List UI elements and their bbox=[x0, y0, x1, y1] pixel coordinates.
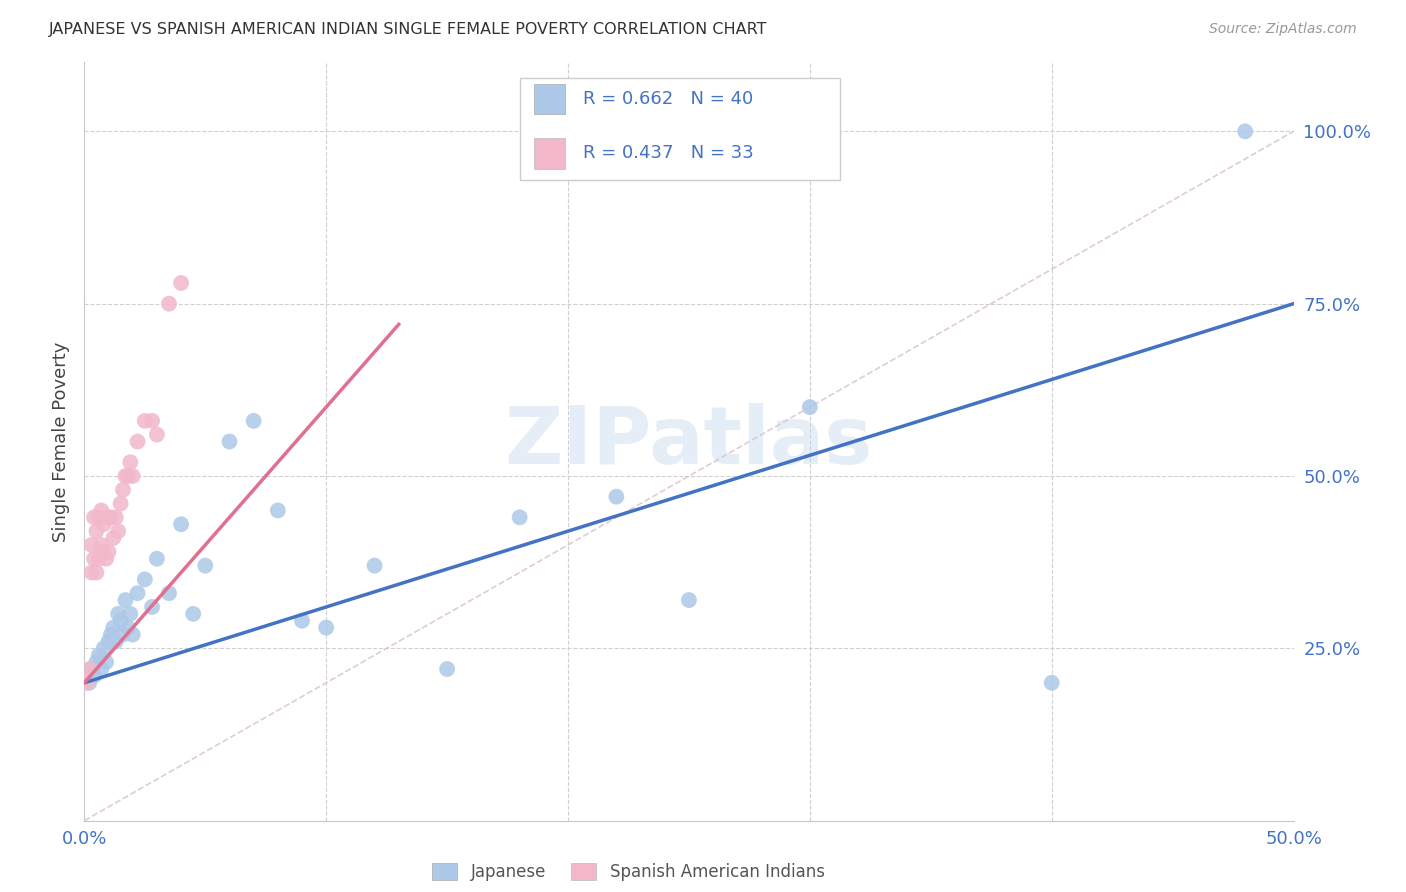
Point bbox=[87, 551, 110, 566]
Text: R = 0.437   N = 33: R = 0.437 N = 33 bbox=[583, 145, 754, 162]
Point bbox=[80, 538, 103, 552]
Point bbox=[678, 593, 700, 607]
Point bbox=[114, 593, 136, 607]
Point bbox=[799, 400, 821, 414]
Point bbox=[100, 510, 122, 524]
Point bbox=[1040, 675, 1063, 690]
Text: JAPANESE VS SPANISH AMERICAN INDIAN SINGLE FEMALE POVERTY CORRELATION CHART: JAPANESE VS SPANISH AMERICAN INDIAN SING… bbox=[49, 22, 768, 37]
Y-axis label: Single Female Poverty: Single Female Poverty bbox=[52, 342, 70, 541]
Point bbox=[86, 655, 108, 669]
FancyBboxPatch shape bbox=[520, 78, 841, 180]
Point bbox=[170, 276, 193, 290]
Text: R = 0.662   N = 40: R = 0.662 N = 40 bbox=[583, 90, 754, 108]
Text: ZIPatlas: ZIPatlas bbox=[505, 402, 873, 481]
Text: Source: ZipAtlas.com: Source: ZipAtlas.com bbox=[1209, 22, 1357, 37]
Point bbox=[76, 675, 98, 690]
Point bbox=[218, 434, 240, 449]
Point bbox=[83, 551, 105, 566]
Point bbox=[90, 662, 112, 676]
Point bbox=[97, 545, 120, 559]
Point bbox=[103, 531, 125, 545]
Point bbox=[146, 551, 169, 566]
Point bbox=[267, 503, 290, 517]
Point bbox=[141, 414, 163, 428]
Point bbox=[87, 648, 110, 663]
Point bbox=[112, 627, 135, 641]
Legend: Japanese, Spanish American Indians: Japanese, Spanish American Indians bbox=[426, 856, 831, 888]
Point bbox=[103, 621, 125, 635]
Point bbox=[181, 607, 204, 621]
Point bbox=[1234, 124, 1257, 138]
Point bbox=[83, 669, 105, 683]
Point bbox=[110, 497, 132, 511]
Point bbox=[141, 599, 163, 614]
Point bbox=[605, 490, 627, 504]
Point bbox=[509, 510, 531, 524]
Point bbox=[134, 573, 156, 587]
Point bbox=[127, 586, 149, 600]
Point bbox=[114, 469, 136, 483]
Point bbox=[107, 524, 129, 538]
Point bbox=[80, 566, 103, 580]
Point bbox=[315, 621, 337, 635]
Point bbox=[242, 414, 264, 428]
Point bbox=[86, 524, 108, 538]
Point bbox=[77, 662, 100, 676]
Point bbox=[127, 434, 149, 449]
Point bbox=[93, 545, 115, 559]
Point bbox=[93, 517, 115, 532]
Point bbox=[97, 510, 120, 524]
Point bbox=[146, 427, 169, 442]
Point bbox=[83, 510, 105, 524]
Point bbox=[77, 675, 100, 690]
Point bbox=[94, 551, 117, 566]
FancyBboxPatch shape bbox=[534, 138, 565, 169]
Point bbox=[121, 469, 143, 483]
Point bbox=[100, 627, 122, 641]
Point bbox=[363, 558, 385, 573]
Point bbox=[157, 586, 180, 600]
Point bbox=[436, 662, 458, 676]
Point bbox=[80, 662, 103, 676]
Point bbox=[94, 655, 117, 669]
Point bbox=[117, 621, 139, 635]
Point bbox=[121, 627, 143, 641]
Point bbox=[107, 607, 129, 621]
Point bbox=[291, 614, 314, 628]
FancyBboxPatch shape bbox=[534, 84, 565, 114]
Point bbox=[112, 483, 135, 497]
Point bbox=[157, 296, 180, 310]
Point bbox=[120, 607, 142, 621]
Point bbox=[97, 634, 120, 648]
Point bbox=[134, 414, 156, 428]
Point bbox=[87, 510, 110, 524]
Point bbox=[120, 455, 142, 469]
Point bbox=[117, 469, 139, 483]
Point bbox=[93, 641, 115, 656]
Point bbox=[90, 503, 112, 517]
Point bbox=[194, 558, 217, 573]
Point bbox=[90, 538, 112, 552]
Point bbox=[86, 566, 108, 580]
Point bbox=[104, 634, 127, 648]
Point bbox=[110, 614, 132, 628]
Point bbox=[104, 510, 127, 524]
Point bbox=[170, 517, 193, 532]
